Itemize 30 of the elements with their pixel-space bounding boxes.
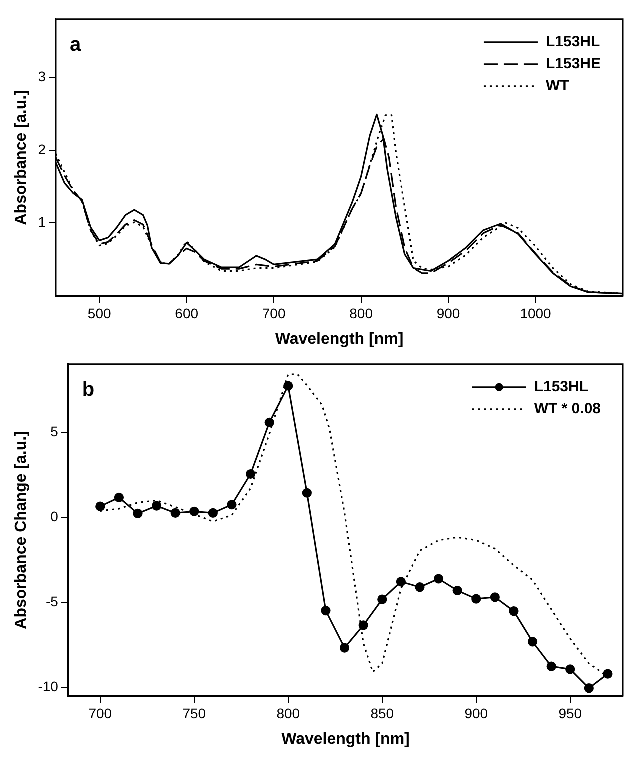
x-axis-title: Wavelength [nm] xyxy=(282,730,410,748)
legend-label: WT * 0.08 xyxy=(534,400,601,418)
y-tick-label: -5 xyxy=(46,593,59,610)
x-tick-label: 850 xyxy=(370,705,394,722)
x-tick-label: 1000 xyxy=(520,305,552,322)
legend-label: L153HL xyxy=(546,34,600,51)
x-tick-label: 500 xyxy=(88,305,112,322)
x-tick-label: 950 xyxy=(558,705,582,722)
y-tick-label: -10 xyxy=(38,678,59,694)
legend-label: WT xyxy=(546,78,570,95)
legend-label: L153HE xyxy=(546,56,602,73)
x-tick-label: 800 xyxy=(276,705,300,722)
x-tick-label: 900 xyxy=(464,705,488,722)
x-tick-label: 700 xyxy=(88,705,112,722)
annotation: b xyxy=(82,378,95,401)
y-tick-label: 3 xyxy=(38,68,46,84)
x-axis-title: Wavelength [nm] xyxy=(275,330,404,348)
y-tick-label: 2 xyxy=(38,141,46,158)
y-tick-label: 5 xyxy=(50,423,59,440)
y-tick-label: 0 xyxy=(50,508,59,524)
x-tick-label: 700 xyxy=(262,305,286,322)
y-axis-title: Absorbance Change [a.u.] xyxy=(13,431,30,630)
y-tick-label: 1 xyxy=(38,214,46,230)
x-tick-label: 750 xyxy=(182,705,206,722)
x-tick-label: 800 xyxy=(350,305,374,322)
annotation: a xyxy=(70,34,82,56)
legend-label: L153HL xyxy=(534,378,588,396)
x-tick-label: 900 xyxy=(436,305,460,322)
x-tick-label: 600 xyxy=(175,305,199,322)
y-axis-title: Absorbance [a.u.] xyxy=(13,90,30,226)
